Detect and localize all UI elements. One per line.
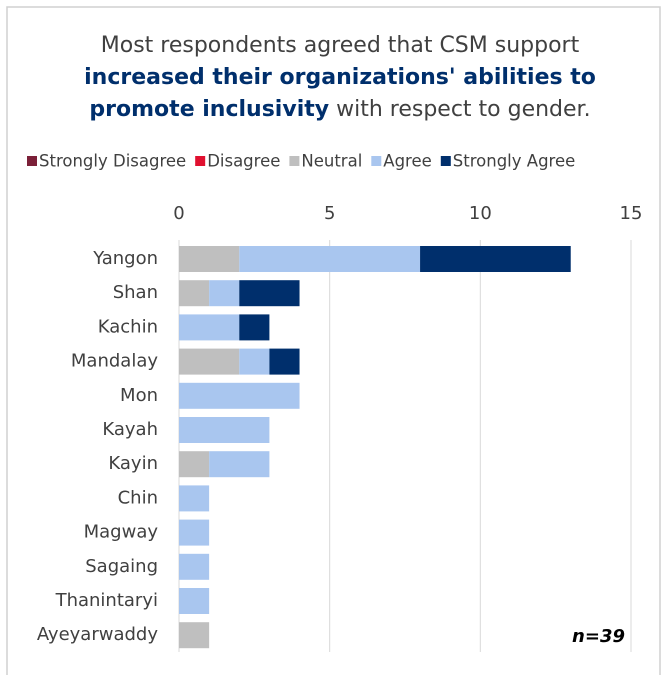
legend-label: Neutral [301,152,362,171]
bar-segment [239,246,421,272]
bar-segment [239,348,270,375]
legend-swatch [440,156,451,166]
y-tick-label: Kayin [108,453,158,474]
legend-label: Strongly Agree [453,152,575,171]
x-tick-label: 10 [469,203,492,224]
y-tick-label: Kachin [98,316,158,337]
title-part: Most respondents agreed that CSM support [101,33,580,58]
y-tick-label: Magway [84,522,159,543]
y-tick-label: Shan [113,282,158,303]
legend-label: Strongly Disagree [39,152,186,171]
bar-segment [209,451,270,478]
y-tick-label: Yangon [92,248,158,269]
x-tick-label: 5 [324,203,335,224]
legend-label: Disagree [207,152,280,171]
title-part: increased their organizations' abilities… [84,65,596,90]
annotation: n=39 [572,626,625,647]
bar-segment [179,314,240,341]
y-tick-label: Chin [118,487,158,508]
bar-segment [179,382,300,409]
y-tick-label: Ayeyarwaddy [37,624,159,645]
bar-segment [179,280,210,307]
bar-segment [209,280,240,307]
bar-segment [239,314,270,341]
x-tick-label: 0 [173,203,184,224]
legend-swatch [289,156,300,166]
title-part: promote inclusivity [89,97,329,122]
legend-swatch [27,156,37,166]
bar-segment [239,280,300,307]
bar-segment [179,417,270,443]
bar-segment [179,519,210,546]
bar-segment [179,485,210,512]
y-tick-label: Thanintaryi [55,590,158,611]
bar-segment [420,246,571,272]
legend-label: Agree [383,152,432,171]
bar-segment [179,553,210,580]
bar-segment [269,348,300,375]
bar-segment [179,622,210,649]
chart-title: Most respondents agreed that CSM support… [84,33,596,122]
y-tick-label: Kayah [102,419,158,440]
legend-swatch [371,156,382,166]
legend-swatch [195,156,206,166]
y-tick-label: Mon [120,385,158,406]
bar-segment [179,588,210,614]
title-part: with respect to gender. [329,97,590,122]
x-tick-label: 15 [620,203,643,224]
bar-segment [179,348,240,375]
y-tick-label: Sagaing [85,556,158,577]
frame [6,6,661,679]
bar-segment [179,246,240,272]
y-tick-label: Mandalay [71,351,158,372]
bar-segment [179,451,210,478]
